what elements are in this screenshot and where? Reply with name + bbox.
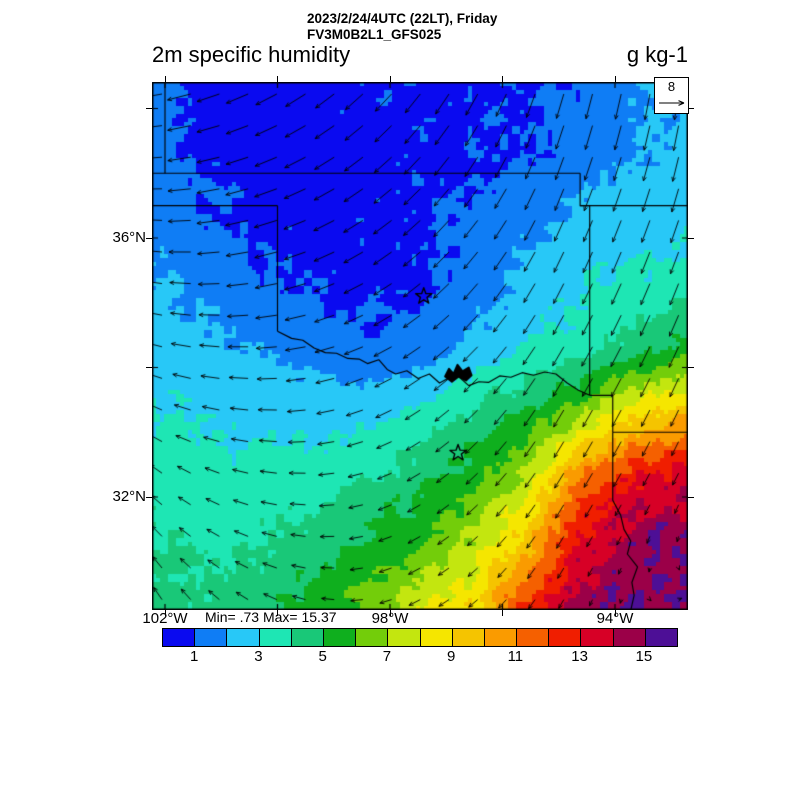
colorbar-segment-8 <box>420 629 453 646</box>
model-title: FV3M0B2L1_GFS025 <box>307 27 442 42</box>
colorbar-tick-11: 11 <box>507 648 524 665</box>
axis-tick <box>389 76 391 82</box>
axis-tick <box>502 76 503 82</box>
colorbar-tick-7: 7 <box>382 648 392 665</box>
colorbar-segment-6 <box>356 629 389 646</box>
axis-tick <box>389 610 391 616</box>
axis-tick <box>146 108 152 109</box>
colorbar <box>162 628 678 647</box>
colorbar-tick-15: 15 <box>635 648 653 665</box>
datetime-title: 2023/2/24/4UTC (22LT), Friday <box>307 11 498 26</box>
colorbar-segment-14 <box>613 629 646 646</box>
colorbar-tick-9: 9 <box>446 648 456 665</box>
axis-tick <box>502 610 503 616</box>
lon-label-102: 102°W <box>142 610 188 627</box>
colorbar-tick-3: 3 <box>254 648 263 665</box>
axis-tick <box>688 367 694 368</box>
units-label: g kg-1 <box>626 42 688 67</box>
colorbar-segment-11 <box>517 629 550 646</box>
min-max-label: Min= .73 Max= 15.37 <box>205 609 337 625</box>
axis-tick <box>146 367 152 368</box>
colorbar-segment-9 <box>452 629 485 646</box>
colorbar-tick-5: 5 <box>318 648 327 665</box>
axis-tick <box>146 237 152 239</box>
map-area <box>152 82 688 610</box>
lon-label-98: 98°W <box>371 610 409 627</box>
axis-tick <box>277 610 278 616</box>
colorbar-segment-7 <box>388 629 421 646</box>
field-title: 2m specific humidity <box>152 42 351 67</box>
axis-tick <box>146 496 152 498</box>
colorbar-segment-2 <box>227 629 260 646</box>
reference-vector-box: 8 <box>654 77 689 114</box>
axis-tick <box>614 76 616 82</box>
axis-tick <box>277 76 278 82</box>
colorbar-segment-5 <box>323 629 357 646</box>
axis-tick <box>688 237 694 239</box>
axis-tick <box>164 76 166 82</box>
colorbar-segment-3 <box>259 629 292 646</box>
colorbar-segment-1 <box>195 629 228 646</box>
colorbar-segment-4 <box>291 629 324 646</box>
reference-vector-arrow-icon <box>659 100 685 106</box>
axis-tick <box>688 496 694 498</box>
lat-label-32: 32°N <box>112 488 146 505</box>
lat-label-36: 36°N <box>112 229 146 246</box>
colorbar-segment-0 <box>163 629 196 646</box>
lon-label-94: 94°W <box>596 610 634 627</box>
colorbar-segment-13 <box>581 629 614 646</box>
colorbar-segment-10 <box>484 629 518 646</box>
colorbar-segment-15 <box>645 629 677 646</box>
reference-vector-value: 8 <box>667 79 676 94</box>
colorbar-tick-13: 13 <box>571 648 588 665</box>
axis-tick <box>164 610 166 616</box>
colorbar-tick-1: 1 <box>189 648 199 665</box>
colorbar-segment-12 <box>549 629 582 646</box>
humidity-map-canvas <box>152 82 688 610</box>
axis-tick <box>614 610 616 616</box>
axis-tick <box>688 108 694 109</box>
